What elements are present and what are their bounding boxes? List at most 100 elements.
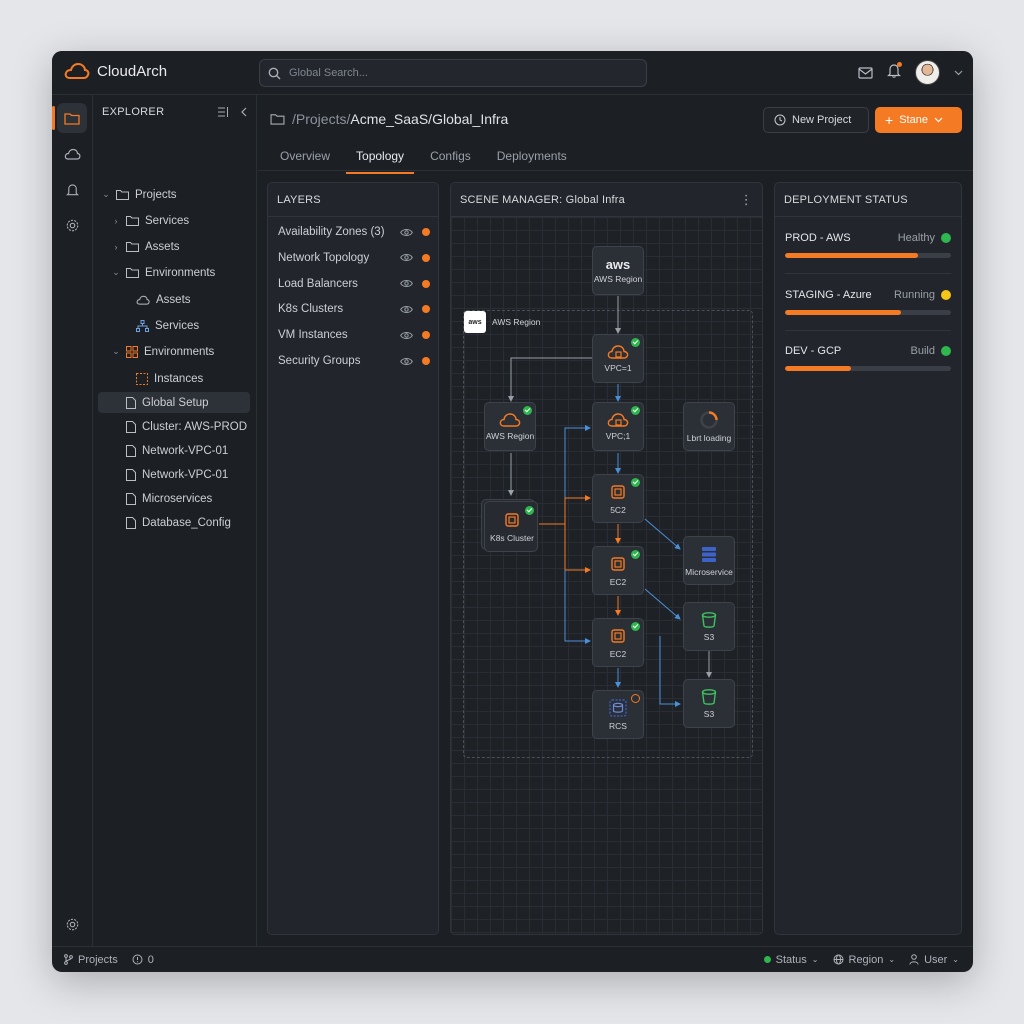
tree-item-env-assets[interactable]: Assets <box>136 289 191 310</box>
chevron-down-icon[interactable] <box>954 70 963 76</box>
search-icon <box>268 67 281 79</box>
footer-region[interactable]: Region ⌄ <box>833 954 895 966</box>
node-ec2-b[interactable]: EC2 <box>592 546 644 595</box>
eye-icon[interactable] <box>400 357 413 366</box>
rail-alerts[interactable] <box>57 175 87 205</box>
deployment-row[interactable]: STAGING - Azure Running <box>785 289 951 315</box>
tree-item-env-services[interactable]: Services <box>136 315 199 336</box>
vpc-cloud-icon <box>607 413 629 427</box>
branch-icon <box>64 954 73 965</box>
top-bar: CloudArch <box>52 51 973 95</box>
tree-item-instances[interactable]: Instances <box>136 368 203 389</box>
eye-icon[interactable] <box>400 279 413 288</box>
brand[interactable]: CloudArch <box>64 62 167 80</box>
breadcrumb: /Projects/Acme_SaaS/Global_Infra <box>270 111 508 127</box>
layer-row[interactable]: K8s Clusters <box>278 299 430 319</box>
node-aws-region[interactable]: AWS Region <box>484 402 536 451</box>
eye-icon[interactable] <box>400 331 413 340</box>
chevron-right-icon: › <box>114 215 118 226</box>
footer-alerts[interactable]: 0 <box>132 954 154 966</box>
vpc-cloud-icon <box>607 345 629 359</box>
layer-row[interactable]: Network Topology <box>278 248 430 268</box>
tree-item-microservices[interactable]: Microservices <box>126 488 212 509</box>
global-search[interactable] <box>259 59 647 87</box>
layers-title: LAYERS <box>277 193 321 206</box>
footer-user[interactable]: User ⌄ <box>909 954 959 966</box>
collapse-chevron-icon[interactable] <box>240 107 247 117</box>
breadcrumb-prefix[interactable]: /Projects/ <box>292 111 351 127</box>
node-vpc-1[interactable]: VPC=1 <box>592 334 644 383</box>
tree-item-vpc-1[interactable]: Network-VPC-01 <box>126 440 228 461</box>
layer-row[interactable]: Availability Zones (3) <box>278 222 430 242</box>
tree-item-assets[interactable]: › Assets <box>112 236 180 257</box>
check-icon <box>631 550 640 559</box>
node-label: VPC;1 <box>605 431 631 441</box>
more-vertical-icon[interactable]: ⋮ <box>739 191 753 207</box>
node-label: VPC=1 <box>604 363 632 373</box>
rail-explorer[interactable] <box>52 103 87 133</box>
tab-configs[interactable]: Configs <box>430 149 471 163</box>
layer-row[interactable]: VM Instances <box>278 325 430 345</box>
user-icon <box>909 954 919 965</box>
node-k8s-cluster[interactable]: K8s Cluster <box>481 499 538 552</box>
topology-canvas[interactable]: aws AWS Region <box>451 217 762 934</box>
alert-icon <box>132 954 143 965</box>
region-boundary <box>463 310 753 758</box>
eye-icon[interactable] <box>400 305 413 314</box>
primary-action-button[interactable]: + Stane <box>875 107 962 133</box>
topology-edges <box>508 296 712 707</box>
footer-user-label: User <box>924 953 948 966</box>
node-vpc-2[interactable]: VPC;1 <box>592 402 644 451</box>
node-s3-a[interactable]: S3 <box>683 602 735 651</box>
folder-icon <box>116 189 129 200</box>
node-label: AWS Region <box>485 431 535 441</box>
eye-icon[interactable] <box>400 253 413 262</box>
tree-item-vpc-2[interactable]: Network-VPC-01 <box>126 464 228 485</box>
node-aws-top[interactable]: aws AWS Region <box>592 246 644 295</box>
tab-overview[interactable]: Overview <box>280 149 331 163</box>
avatar[interactable] <box>915 60 940 85</box>
rail-settings[interactable] <box>57 210 87 240</box>
footer-status[interactable]: Status ⌄ <box>763 954 819 966</box>
notifications-button[interactable] <box>887 61 902 83</box>
tree-label: Instances <box>154 372 204 385</box>
chevron-down-icon: ⌄ <box>952 955 959 964</box>
rail-bottom-settings[interactable] <box>57 909 87 939</box>
tree-item-cluster[interactable]: Cluster: AWS-PROD <box>126 416 247 437</box>
deployment-state: Healthy <box>897 232 935 244</box>
footer-projects[interactable]: Projects <box>64 954 118 966</box>
deployment-row[interactable]: PROD - AWS Healthy <box>785 232 951 258</box>
eye-icon[interactable] <box>400 228 413 237</box>
chip-icon <box>611 557 625 571</box>
layer-row[interactable]: Security Groups <box>278 351 430 371</box>
tree-label: Network-VPC-01 <box>142 468 229 481</box>
tree-item-projects[interactable]: ⌄ Projects <box>102 184 176 205</box>
node-s3-b[interactable]: S3 <box>683 679 735 728</box>
new-project-button[interactable]: New Project <box>763 107 869 133</box>
tab-deployments[interactable]: Deployments <box>496 149 567 163</box>
tree-label: Network-VPC-01 <box>142 444 229 457</box>
deployment-progress-bar <box>785 366 951 371</box>
instance-icon <box>136 372 148 385</box>
deployment-row[interactable]: DEV - GCP Build <box>785 345 951 371</box>
tab-topology[interactable]: Topology <box>346 145 415 174</box>
deployment-name: PROD - AWS <box>785 232 851 244</box>
search-input[interactable] <box>289 67 609 79</box>
chevron-right-icon: › <box>114 241 118 252</box>
rail-cloud[interactable] <box>57 139 87 169</box>
tree-item-environments[interactable]: ⌄ Environments <box>112 262 215 283</box>
node-loading[interactable]: Lbrt loading <box>683 402 735 451</box>
tree-item-database-config[interactable]: Database_Config <box>126 512 231 533</box>
node-ec2-a[interactable]: 5C2 <box>592 474 644 523</box>
tree-item-services[interactable]: › Services <box>112 210 190 231</box>
list-filter-icon[interactable] <box>218 107 230 117</box>
layer-row[interactable]: Load Balancers <box>278 274 430 294</box>
node-ec2-c[interactable]: EC2 <box>592 618 644 667</box>
mail-icon[interactable] <box>858 66 873 79</box>
file-icon <box>126 444 136 457</box>
node-rds[interactable]: RCS <box>592 690 644 739</box>
node-label: 5C2 <box>610 505 626 515</box>
tree-item-environments-2[interactable]: ⌄ Environments <box>112 341 214 362</box>
node-microservice[interactable]: Microservice <box>683 536 735 585</box>
tree-item-global-setup[interactable]: Global Setup <box>98 392 250 413</box>
